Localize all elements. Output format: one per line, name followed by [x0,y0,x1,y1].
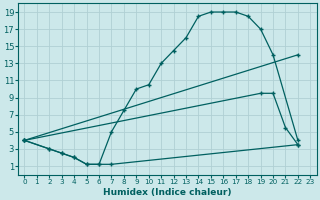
X-axis label: Humidex (Indice chaleur): Humidex (Indice chaleur) [103,188,232,197]
